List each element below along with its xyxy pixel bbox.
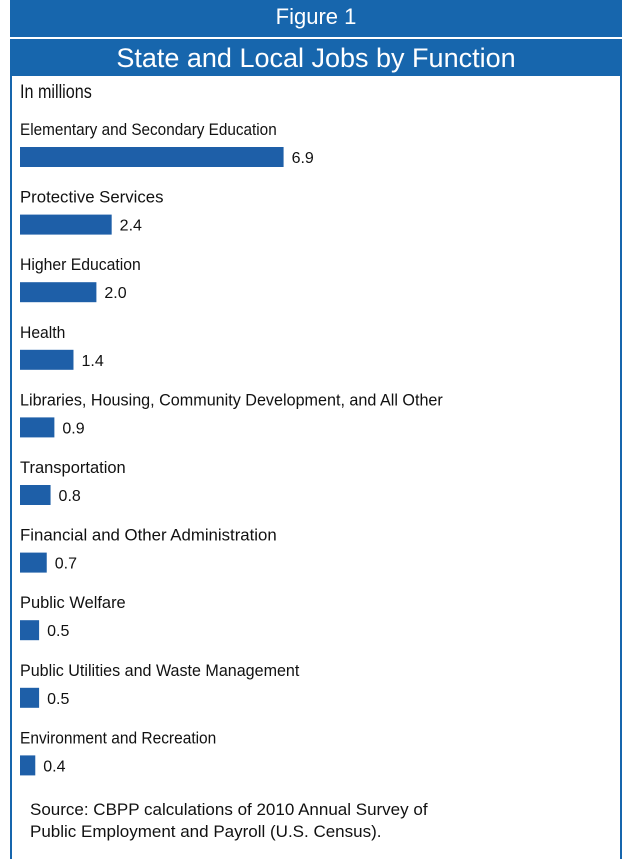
value-label: 0.5 bbox=[47, 691, 69, 708]
value-label: 0.8 bbox=[59, 488, 81, 505]
figure-label: Figure 1 bbox=[275, 4, 357, 29]
category-label: Libraries, Housing, Community Developmen… bbox=[20, 390, 443, 409]
category-label: Transportation bbox=[20, 458, 126, 477]
value-label: 2.4 bbox=[120, 218, 142, 235]
category-label: Public Utilities and Waste Management bbox=[20, 661, 300, 680]
bar-8 bbox=[20, 620, 40, 641]
header-divider bbox=[10, 37, 622, 39]
source-line-2: Public Employment and Payroll (U.S. Cens… bbox=[30, 822, 382, 841]
value-label: 1.4 bbox=[81, 353, 103, 370]
bar-2 bbox=[20, 214, 112, 235]
value-label: 6.9 bbox=[292, 150, 314, 167]
bar-7 bbox=[20, 552, 47, 573]
value-label: 2.0 bbox=[104, 285, 126, 302]
category-label: Environment and Recreation bbox=[20, 728, 216, 747]
category-label: Higher Education bbox=[20, 255, 141, 274]
chart-title: State and Local Jobs by Function bbox=[116, 43, 516, 73]
bar-10 bbox=[20, 755, 36, 776]
bar-chart: Elementary and Secondary Education 6.9 Pro… bbox=[20, 120, 443, 776]
bar-9 bbox=[20, 687, 40, 708]
value-label: 0.5 bbox=[47, 623, 69, 640]
category-label: Elementary and Secondary Education bbox=[20, 120, 277, 139]
category-label: Financial and Other Administration bbox=[20, 526, 277, 545]
unit-label: In millions bbox=[20, 82, 92, 103]
bar-1 bbox=[20, 147, 284, 167]
value-label: 0.4 bbox=[43, 758, 65, 775]
category-label: Public Welfare bbox=[20, 593, 126, 612]
bar-4 bbox=[20, 349, 74, 370]
figure-header: Figure 1 State and Local Jobs by Functio… bbox=[10, 0, 622, 76]
bar-3 bbox=[20, 282, 97, 303]
category-label: Health bbox=[20, 323, 65, 342]
source-line-1: Source: CBPP calculations of 2010 Annual… bbox=[30, 800, 428, 819]
source-note: Source: CBPP calculations of 2010 Annual… bbox=[30, 799, 610, 843]
category-label: Protective Services bbox=[20, 188, 163, 207]
value-label: 0.7 bbox=[55, 556, 77, 573]
bar-5 bbox=[20, 417, 55, 438]
value-label: 0.9 bbox=[62, 420, 84, 437]
figure-frame bbox=[10, 0, 622, 859]
bar-6 bbox=[20, 485, 51, 505]
